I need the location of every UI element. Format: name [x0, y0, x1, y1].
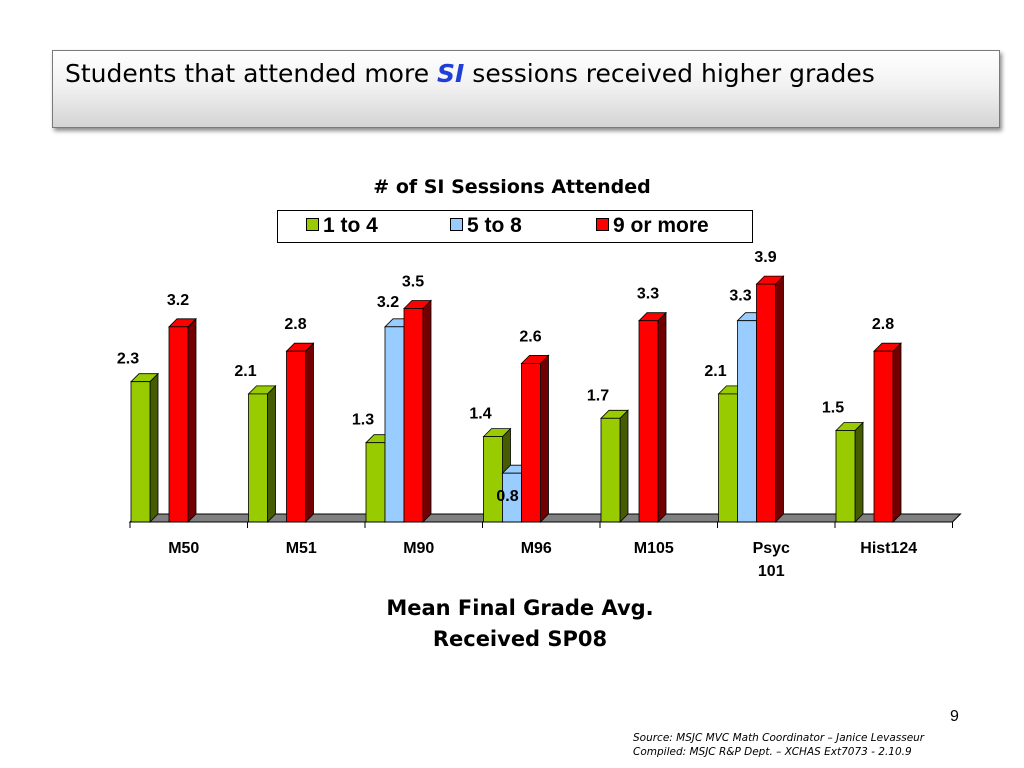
data-label-m51-9-or-more: 2.8	[284, 316, 306, 333]
bar-m90-9-or-more-side	[422, 299, 432, 523]
bar-m50-9-or-more	[168, 326, 189, 523]
x-axis-title-line1: Mean Final Grade Avg.	[386, 596, 654, 620]
legend-label-1-to-4: 1 to 4	[323, 214, 378, 237]
bar-hist124-9-or-more-side	[892, 342, 902, 523]
legend-swatch-1-to-4	[306, 217, 319, 231]
data-label-m90-9-or-more: 3.5	[402, 274, 424, 291]
slide-title: Students that attended more SI sessions …	[65, 59, 875, 88]
legend-item-1-to-4: 1 to 4	[306, 214, 378, 238]
bar-hist124-1-to-4-side	[854, 421, 864, 523]
data-label-m105-1-to-4: 1.7	[587, 387, 609, 404]
bar-m51-1-to-4	[248, 393, 268, 523]
bar-m51-1-to-4-side	[267, 384, 276, 523]
data-label-psyc-101-1-to-4: 2.1	[704, 363, 726, 380]
bar-m51-9-or-more	[286, 350, 306, 523]
legend-label-5-to-8: 5 to 8	[467, 214, 522, 237]
x-tick-label-psyc-101: Psyc 101	[753, 540, 790, 580]
x-tick-label-m50: M50	[168, 540, 199, 557]
bar-m51-9-or-more-side	[305, 342, 314, 523]
data-label-m90-5-to-8: 3.2	[377, 294, 399, 311]
bar-psyc-101-9-or-more-side	[775, 275, 784, 523]
x-axis-title-line2: Received SP08	[432, 627, 608, 651]
x-tick-label-hist124: Hist124	[860, 540, 917, 557]
data-label-psyc-101-5-to-8: 3.3	[729, 288, 751, 305]
page-number: 9	[950, 708, 959, 725]
bar-m90-1-to-4	[365, 442, 386, 523]
source-note: Source: MSJC MVC Math Coordinator – Jani…	[633, 731, 924, 759]
data-label-hist124-9-or-more: 2.8	[872, 316, 894, 333]
data-label-m50-9-or-more: 3.2	[167, 292, 189, 309]
bar-m90-9-or-more	[403, 308, 424, 523]
legend-swatch-9-or-more	[596, 217, 609, 231]
bar-m50-1-to-4-side	[149, 372, 159, 523]
bar-hist124-9-or-more	[873, 350, 894, 523]
chart-legend: 1 to 4 5 to 8 9 or more	[277, 210, 753, 243]
bar-m96-9-or-more-side	[540, 354, 549, 523]
data-label-m51-1-to-4: 2.1	[234, 363, 256, 380]
data-label-m96-1-to-4: 1.4	[469, 406, 491, 423]
data-label-m105-9-or-more: 3.3	[637, 286, 659, 303]
legend-label-9-or-more: 9 or more	[613, 214, 709, 237]
bar-m105-9-or-more-side	[657, 311, 667, 523]
title-text-after: sessions received higher grades	[472, 59, 875, 88]
bar-hist124-1-to-4	[835, 430, 856, 523]
data-label-m96-9-or-more: 2.6	[519, 328, 541, 345]
title-text-before: Students that attended more	[65, 59, 430, 88]
x-tick-label-m51: M51	[286, 540, 317, 557]
bar-m105-9-or-more	[638, 320, 659, 523]
data-label-psyc-101-9-or-more: 3.9	[754, 249, 776, 266]
x-tick-label-m90: M90	[403, 540, 434, 557]
slide-title-box: Students that attended more SI sessions …	[52, 50, 1000, 128]
source-line-1: Source: MSJC MVC Math Coordinator – Jani…	[633, 732, 925, 744]
x-tick-label-m96: M96	[521, 540, 552, 557]
title-si-highlight: SI	[437, 59, 465, 88]
bar-m96-1-to-4	[483, 436, 503, 523]
bar-m50-9-or-more-side	[187, 317, 197, 523]
bar-m96-9-or-more	[521, 362, 541, 523]
x-tick-label-m105: M105	[634, 540, 674, 557]
bar-m105-1-to-4-side	[619, 409, 629, 523]
legend-title: # of SI Sessions Attended	[373, 176, 651, 198]
data-label-m96-5-to-8: 0.8	[496, 488, 518, 505]
legend-item-9-or-more: 9 or more	[596, 214, 709, 238]
data-label-hist124-1-to-4: 1.5	[822, 400, 844, 417]
source-line-2: Compiled: MSJC R&P Dept. – XCHAS Ext7073…	[633, 746, 912, 758]
data-label-m90-1-to-4: 1.3	[352, 412, 374, 429]
data-label-m50-1-to-4: 2.3	[117, 351, 139, 368]
legend-swatch-5-to-8	[450, 217, 463, 231]
legend-item-5-to-8: 5 to 8	[450, 214, 522, 238]
bar-m50-1-to-4	[130, 381, 151, 523]
bar-m90-5-to-8	[384, 326, 405, 523]
bar-m105-1-to-4	[600, 417, 621, 523]
bar-psyc-101-1-to-4	[718, 393, 738, 523]
bar-psyc-101-5-to-8	[737, 320, 757, 523]
bar-psyc-101-9-or-more	[756, 283, 776, 523]
